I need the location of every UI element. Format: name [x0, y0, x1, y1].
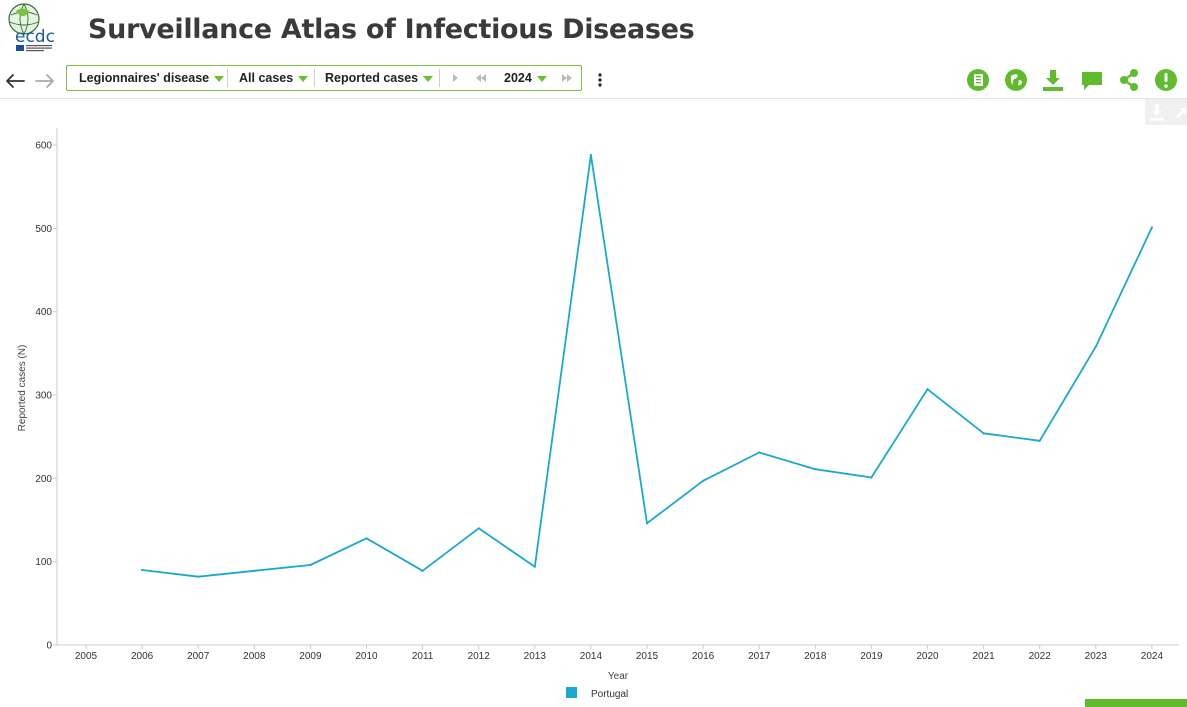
- chart-download-icon[interactable]: [1145, 99, 1187, 125]
- x-tick-label: 2010: [355, 651, 378, 662]
- disease-select-label: Legionnaires' disease: [79, 71, 210, 85]
- year-select[interactable]: 2024: [504, 66, 547, 90]
- header: ecdc Surveillance Atlas of Infectious Di…: [0, 0, 1187, 64]
- data-point: [533, 565, 536, 568]
- y-tick-label: 100: [35, 557, 52, 568]
- forward-arrow-icon[interactable]: [32, 67, 58, 93]
- data-point: [702, 479, 705, 482]
- line-chart: 0 100 200 300 400 500 600 2005 2006 2007 2008 2009 2…: [17, 128, 1179, 699]
- data-point: [1038, 439, 1041, 442]
- y-tick-label: 600: [35, 141, 52, 152]
- globe-icon[interactable]: [1003, 67, 1029, 93]
- x-tick-label: 2016: [692, 651, 715, 662]
- x-tick-label: 2011: [412, 651, 434, 662]
- chevron-down-icon: [298, 75, 309, 82]
- y-axis-label: Reported cases (N): [17, 345, 28, 432]
- chevron-down-icon: [214, 75, 225, 82]
- x-tick-label: 2017: [748, 651, 771, 662]
- data-point: [309, 563, 312, 567]
- x-tick-label: 2014: [580, 651, 603, 662]
- year-select-label: 2024: [504, 71, 532, 85]
- x-tick-label: 2022: [1029, 651, 1052, 662]
- y-tick-label: 0: [46, 641, 52, 652]
- disease-select[interactable]: Legionnaires' disease: [79, 66, 225, 90]
- fast-forward-icon[interactable]: [556, 66, 578, 90]
- legend-label: Portugal: [591, 689, 628, 699]
- data-point: [870, 476, 873, 479]
- play-icon[interactable]: [445, 66, 467, 90]
- data-point: [1094, 345, 1097, 348]
- chevron-down-icon: [536, 75, 547, 82]
- data-point: [758, 451, 761, 454]
- x-axis-label: Year: [608, 671, 629, 682]
- population-select[interactable]: All cases: [239, 66, 309, 90]
- data-point: [982, 432, 985, 435]
- x-tick-label: 2006: [131, 651, 154, 662]
- notebook-icon[interactable]: [965, 67, 991, 93]
- divider: [439, 69, 440, 87]
- x-tick-label: 2018: [804, 651, 827, 662]
- indicator-select-label: Reported cases: [325, 71, 419, 85]
- alert-icon[interactable]: [1153, 67, 1179, 93]
- x-tick-label: 2008: [243, 651, 266, 662]
- bottom-bar: [1085, 699, 1187, 707]
- y-tick-label: 300: [35, 391, 52, 402]
- divider: [314, 69, 315, 87]
- population-select-label: All cases: [239, 71, 294, 85]
- x-tick-label: 2005: [75, 651, 98, 662]
- page-title: Surveillance Atlas of Infectious Disease…: [88, 14, 695, 45]
- comment-icon[interactable]: [1079, 67, 1105, 93]
- toolbar: Legionnaires' disease All cases Reported…: [0, 64, 1187, 99]
- data-point: [365, 537, 368, 540]
- divider: [227, 69, 228, 87]
- more-vertical-icon[interactable]: [590, 69, 610, 91]
- data-point: [141, 568, 144, 572]
- data-point: [645, 522, 649, 525]
- x-tick-label: 2007: [187, 651, 210, 662]
- x-tick-label: 2024: [1141, 651, 1164, 662]
- share-icon[interactable]: [1116, 67, 1142, 93]
- data-point: [589, 153, 593, 157]
- x-tick-label: 2021: [972, 651, 995, 662]
- series-line-portugal: [141, 154, 1153, 578]
- x-tick-label: 2020: [916, 651, 939, 662]
- rewind-icon[interactable]: [470, 66, 492, 90]
- x-tick-label: 2013: [524, 651, 547, 662]
- ecdc-logo[interactable]: ecdc: [2, 2, 66, 56]
- filter-bar: Legionnaires' disease All cases Reported…: [66, 65, 582, 91]
- svg-text:ecdc: ecdc: [15, 27, 55, 47]
- data-point: [421, 569, 424, 572]
- x-tick-label: 2015: [636, 651, 659, 662]
- x-tick-label: 2023: [1085, 651, 1108, 662]
- back-arrow-icon[interactable]: [2, 67, 28, 93]
- data-point: [197, 575, 200, 578]
- y-tick-label: 200: [35, 474, 52, 485]
- indicator-select[interactable]: Reported cases: [325, 66, 434, 90]
- x-tick-label: 2009: [299, 651, 322, 662]
- y-tick-label: 400: [35, 307, 52, 318]
- x-tick-label: 2012: [468, 651, 491, 662]
- y-tick-label: 500: [35, 224, 52, 235]
- data-point: [926, 388, 929, 391]
- x-tick-label: 2019: [860, 651, 883, 662]
- data-point: [253, 569, 256, 572]
- chart-tools: [1145, 99, 1187, 125]
- chevron-down-icon: [423, 75, 434, 82]
- data-point: [1150, 226, 1153, 229]
- data-point: [814, 468, 817, 471]
- download-icon[interactable]: [1040, 67, 1066, 93]
- data-point: [477, 527, 480, 530]
- legend-swatch: [566, 687, 577, 698]
